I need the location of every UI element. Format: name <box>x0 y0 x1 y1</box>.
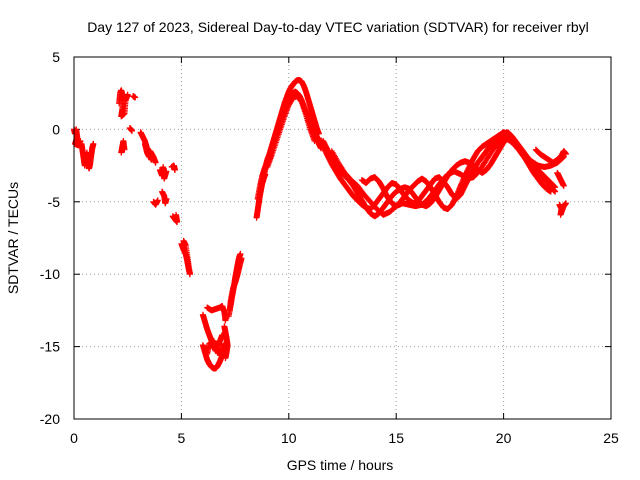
data-series-sdtvar <box>71 77 569 372</box>
y-tick-label: -10 <box>40 266 60 282</box>
data-point-marker <box>154 197 161 204</box>
data-point-marker <box>90 140 97 147</box>
grid <box>74 57 611 419</box>
data-point-marker <box>222 317 229 324</box>
data-point-marker <box>152 159 159 166</box>
data-point-marker <box>222 355 229 362</box>
data-point-marker <box>562 151 569 158</box>
x-axis-ticks: 0 5 10 15 20 25 <box>70 57 619 446</box>
y-tick-label: -5 <box>48 194 61 210</box>
x-tick-label: 20 <box>496 430 512 446</box>
y-axis-label: SDTVAR / TECUs <box>5 182 21 294</box>
data-point-marker <box>124 91 131 98</box>
data-point-marker <box>163 195 170 202</box>
data-point-marker <box>146 153 153 160</box>
data-point-marker <box>238 255 245 262</box>
data-point-marker <box>121 146 128 153</box>
data-point-marker <box>237 250 244 257</box>
x-tick-label: 10 <box>281 430 297 446</box>
data-point-marker <box>180 237 187 244</box>
x-tick-label: 25 <box>603 430 619 446</box>
data-point-marker <box>171 166 178 173</box>
y-tick-label: 5 <box>52 49 60 65</box>
y-tick-label: -15 <box>40 339 60 355</box>
data-point-marker <box>128 127 135 134</box>
x-tick-label: 0 <box>70 430 78 446</box>
y-tick-label: 0 <box>52 121 60 137</box>
y-axis-ticks: -20 -15 -10 -5 0 5 <box>40 49 611 427</box>
data-point-marker <box>560 182 567 189</box>
x-axis-label: GPS time / hours <box>287 457 394 473</box>
data-point-marker <box>132 94 139 101</box>
x-tick-label: 5 <box>178 430 186 446</box>
x-tick-label: 15 <box>388 430 404 446</box>
data-point-marker <box>163 168 170 175</box>
data-point-marker <box>562 200 569 207</box>
plot-frame <box>73 56 612 420</box>
data-point-marker <box>547 188 554 195</box>
y-tick-label: -20 <box>40 411 60 427</box>
chart-title: Day 127 of 2023, Sidereal Day-to-day VTE… <box>87 19 589 35</box>
data-point-marker <box>77 137 84 144</box>
data-point-marker <box>173 211 180 218</box>
